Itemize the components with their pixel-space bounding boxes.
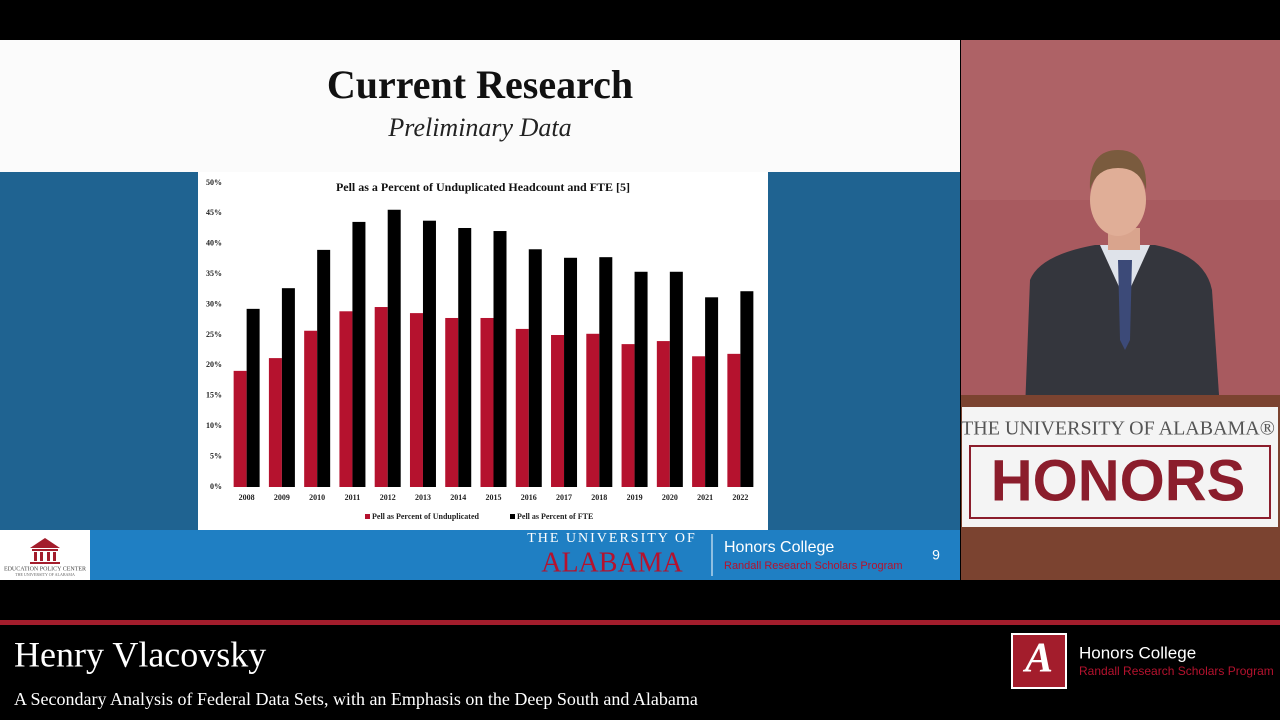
y-tick-label: 5% [210,451,222,460]
bar [564,257,578,487]
bar [528,249,542,487]
podium-sign [962,407,1278,527]
x-tick-label: 2016 [521,493,537,502]
x-tick-label: 2009 [274,493,290,502]
college-text: Honors College [1079,643,1196,662]
y-tick-label: 40% [206,239,222,248]
bar [458,227,472,487]
logo-icon [30,538,60,564]
x-tick-label: 2012 [380,493,396,502]
bar [281,288,295,487]
bar [599,257,613,487]
speaker-head [1090,164,1146,236]
bar [268,358,282,487]
bar [317,249,331,487]
legend-label: Pell as Percent of FTE [517,512,593,521]
y-tick-label: 35% [206,269,222,278]
legend-label: Pell as Percent of Unduplicated [372,512,480,521]
slide-title: Current Research [327,62,633,107]
logo-letter: A [1022,636,1053,682]
y-tick-label: 20% [206,360,222,369]
bar [422,220,436,488]
y-tick-label: 30% [206,299,222,308]
speaker-hair [1089,150,1147,190]
bar [551,335,565,487]
legend-swatch [365,514,370,519]
x-tick-label: 2022 [732,493,748,502]
bar [352,221,366,488]
y-tick-label: 25% [206,330,222,339]
bar [374,307,388,487]
x-tick-label: 2017 [556,493,572,502]
college-text: Honors College [724,539,834,556]
y-tick-label: 15% [206,391,222,400]
bar [339,311,353,487]
x-tick-label: 2021 [697,493,713,502]
bar [387,209,401,487]
bar [692,356,706,487]
bar [656,341,670,487]
logo-text: THE UNIVERSITY OF ALABAMA [15,572,75,577]
bar [304,330,318,487]
program-text: Randall Research Scholars Program [724,560,903,572]
bar [445,317,459,487]
x-tick-label: 2008 [239,493,255,502]
bar [233,370,247,487]
accent-line [0,620,1280,625]
x-tick-label: 2019 [627,493,643,502]
alabama-logo [1011,633,1067,689]
y-tick-label: 10% [206,421,222,430]
bar [669,271,683,487]
x-tick-label: 2020 [662,493,678,502]
program-text: Randall Research Scholars Program [1079,664,1274,678]
y-tick-label: 50% [206,178,222,187]
bar [515,328,529,487]
footer-band [90,530,960,580]
y-tick-label: 0% [210,482,222,491]
podium-text: HONORS [991,448,1246,513]
bar [634,271,648,487]
bar [740,291,754,487]
podium-border [969,445,1271,519]
podium-text: THE UNIVERSITY OF ALABAMA® [961,418,1275,440]
speaker-tie [1118,260,1132,350]
chart: 0% 5% 10% 15% 20% 25% 30% 35% 40% 45% 50% 2008 2009 2… [206,178,754,521]
bar [621,344,635,487]
x-tick-label: 2014 [450,493,466,502]
talk-title: A Secondary Analysis of Federal Data Set… [14,689,698,709]
bar [493,231,507,487]
page-number: 9 [932,547,940,563]
x-tick-label: 2011 [345,493,361,502]
bar [409,313,423,487]
speaker-name: Henry Vlacovsky [14,634,266,674]
slide-subtitle: Preliminary Data [387,113,571,142]
logo-text: EDUCATION POLICY CENTER [4,566,86,572]
legend-swatch [510,514,515,519]
bar [246,308,260,487]
bar [727,353,741,487]
x-tick-label: 2013 [415,493,431,502]
university-text: THE UNIVERSITY OF [527,531,697,546]
university-text: ALABAMA [541,547,683,578]
x-tick-label: 2015 [486,493,502,502]
x-tick-label: 2018 [591,493,607,502]
chart-title: Pell as a Percent of Unduplicated Headco… [336,180,630,194]
y-tick-label: 45% [206,208,222,217]
x-tick-label: 2010 [309,493,325,502]
bar [480,317,494,487]
bar [705,297,719,487]
bar [586,333,600,487]
